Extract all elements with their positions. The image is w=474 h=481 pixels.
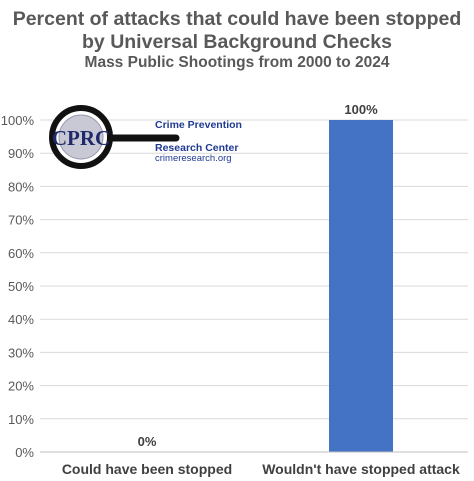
y-tick-label: 90% [8, 146, 34, 161]
bar [329, 120, 393, 452]
y-tick-label: 100% [1, 113, 35, 128]
logo-line1: Crime Prevention [155, 119, 242, 131]
y-tick-label: 20% [8, 379, 34, 394]
logo-monogram: CPRC [52, 126, 110, 150]
data-label: 0% [138, 434, 157, 449]
logo-url: crimeresearch.org [155, 153, 232, 164]
chart-subtitle: Mass Public Shootings from 2000 to 2024 [84, 54, 390, 71]
chart-title-line2: by Universal Background Checks [82, 31, 392, 53]
magnifier-icon: CPRC [49, 105, 180, 169]
y-tick-label: 70% [8, 213, 34, 228]
y-tick-label: 60% [8, 246, 34, 261]
x-tick-label: Wouldn't have stopped attack [262, 461, 460, 477]
y-tick-label: 40% [8, 312, 34, 327]
logo-line2: Research Center [155, 142, 239, 154]
y-tick-label: 80% [8, 179, 34, 194]
y-tick-label: 0% [15, 445, 34, 460]
data-label: 100% [344, 102, 378, 117]
chart-title-line1: Percent of attacks that could have been … [12, 8, 462, 30]
y-tick-label: 30% [8, 345, 34, 360]
y-tick-label: 10% [8, 412, 34, 427]
cprc-logo: CPRC Crime Prevention Research Center cr… [48, 104, 242, 174]
x-tick-label: Could have been stopped [62, 461, 232, 477]
y-tick-label: 50% [8, 279, 34, 294]
